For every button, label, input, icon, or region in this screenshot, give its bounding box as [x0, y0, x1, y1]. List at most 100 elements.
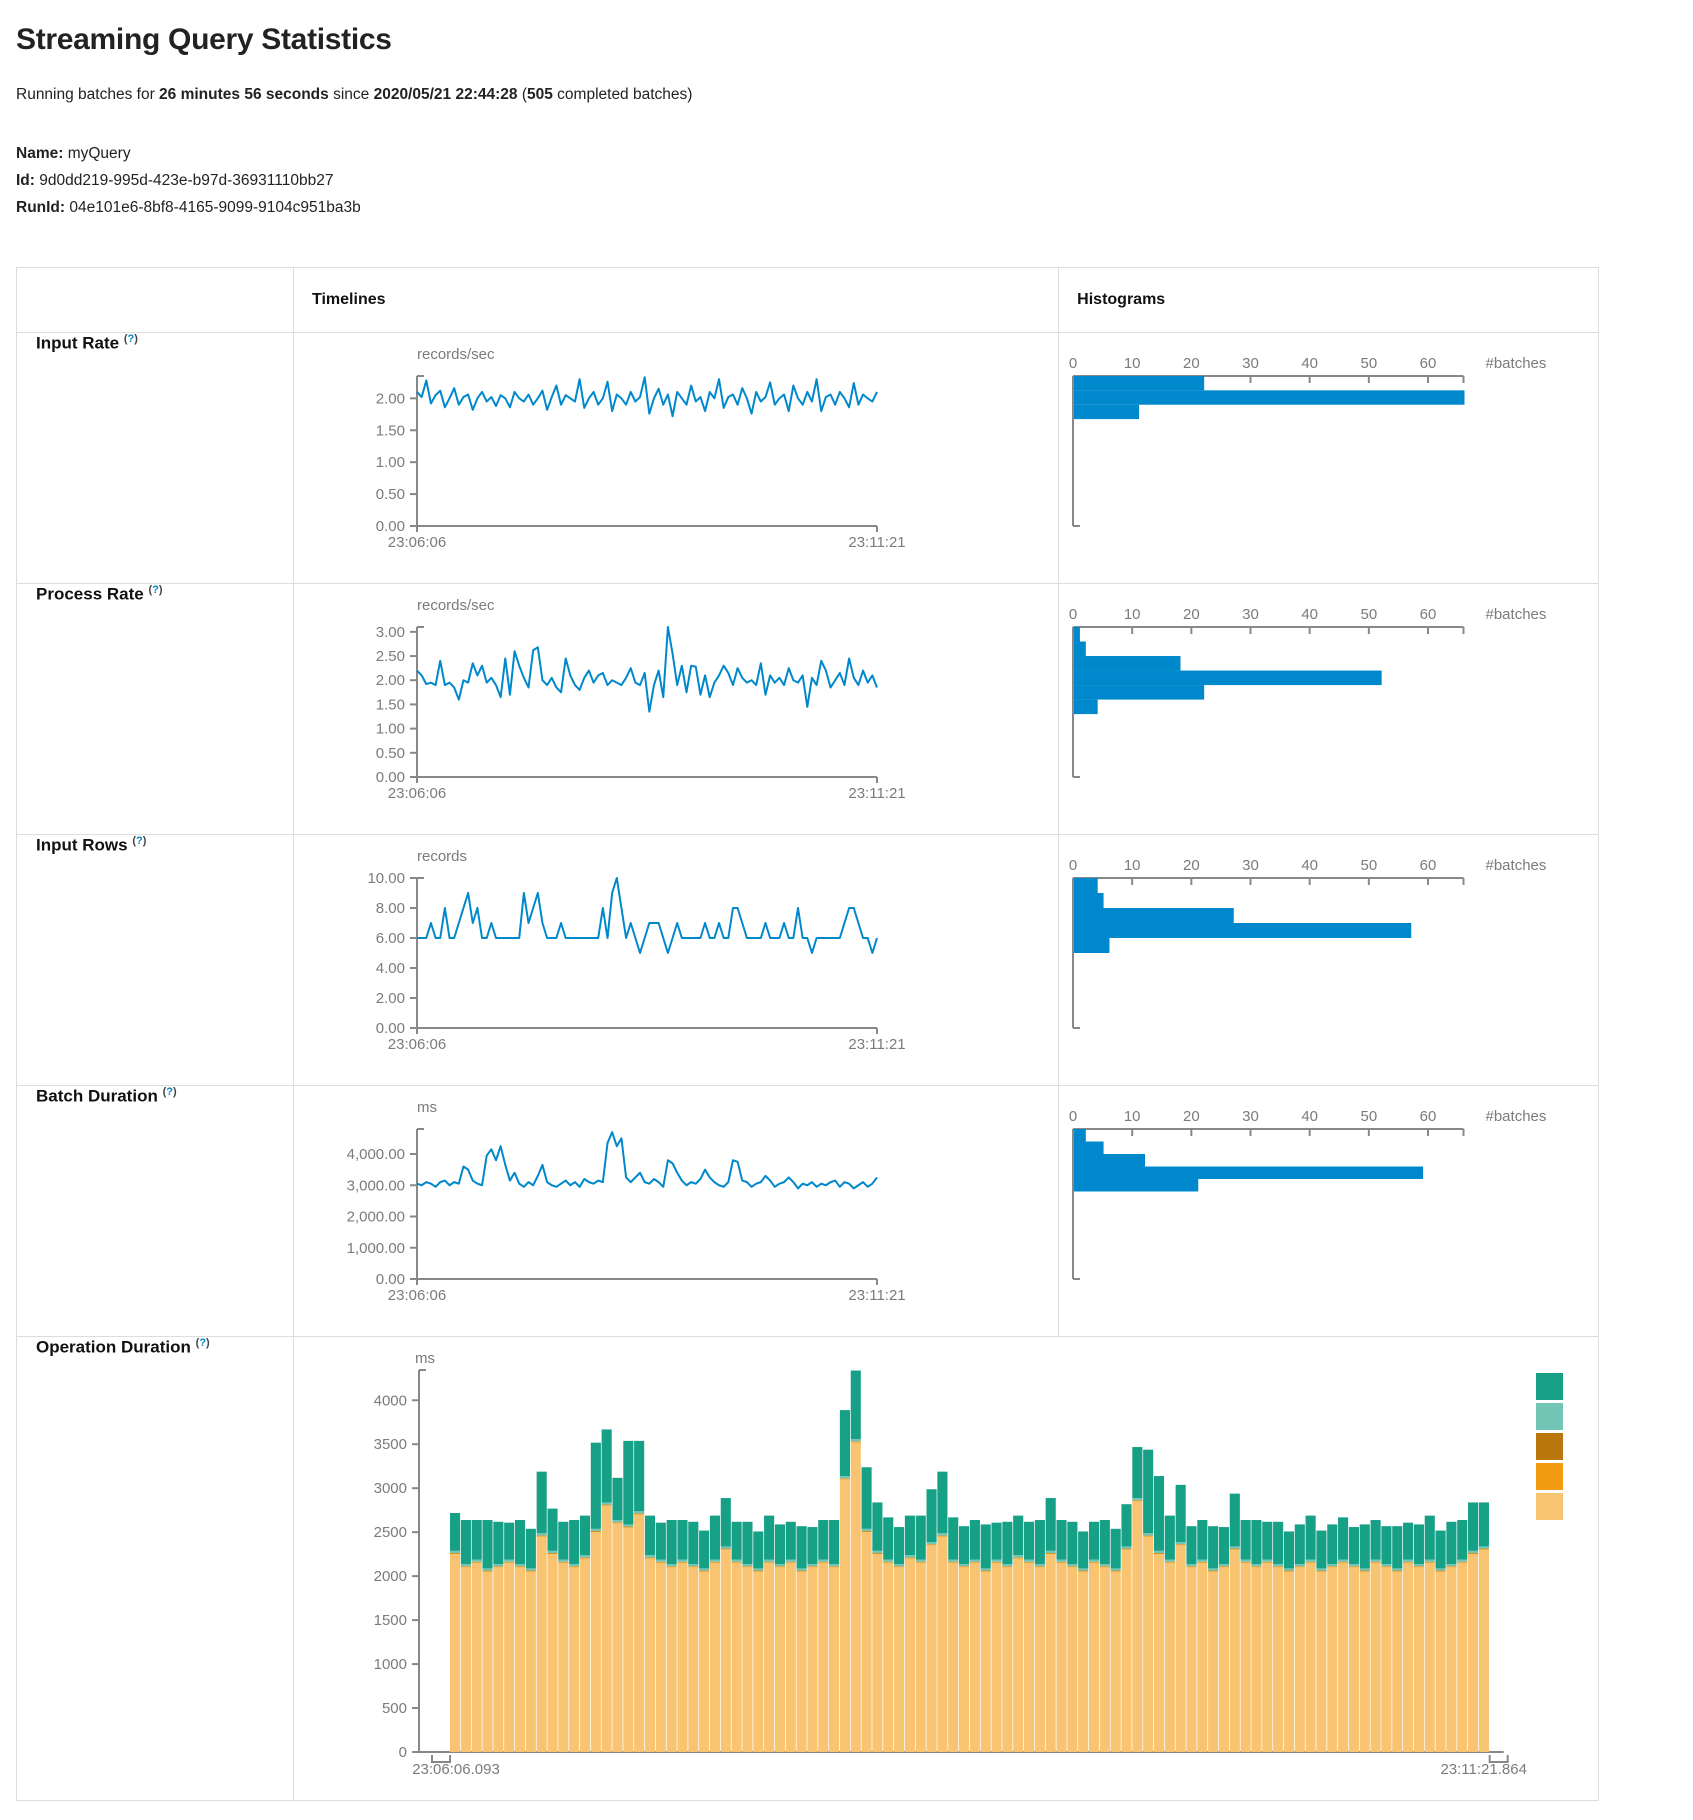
timeline-series-line	[417, 876, 878, 954]
input-rows-timeline-cell: records 0.00 2.00 4.00 6.00 8.00 10.00 23:06:06…	[292, 833, 1060, 1086]
stacked-bar-segment	[980, 1523, 991, 1568]
stacked-bar-segment	[1056, 1561, 1067, 1563]
stacked-bar-segment	[818, 1519, 829, 1560]
stacked-bar-segment	[1088, 1562, 1100, 1752]
unit-label: ms	[417, 1099, 437, 1116]
stacked-bar-segment	[634, 1514, 645, 1752]
x-axis-end-label: 23:11:21	[848, 534, 905, 551]
input-rate-histogram-cell: 0 10 20 30 40 50 60 #batches	[1058, 331, 1599, 584]
batch-duration-help-icon[interactable]: (?)	[162, 1085, 177, 1098]
tick-label: 2.00	[376, 990, 405, 1007]
stacked-bar-segment	[612, 1477, 623, 1520]
tick-label: 0.00	[376, 1020, 405, 1037]
stacked-bar-segment	[699, 1530, 710, 1568]
histogram-bar	[1074, 375, 1205, 390]
stacked-bar-segment	[1413, 1563, 1424, 1566]
stacked-bar-segment	[688, 1521, 699, 1564]
tick-label: 2000	[374, 1568, 407, 1585]
stacked-bar-segment	[926, 1541, 937, 1544]
stacked-bar-segment	[1457, 1561, 1468, 1563]
stacked-bar-segment	[796, 1570, 807, 1572]
tick-label: 60	[1420, 355, 1437, 372]
stacked-bar-segment	[839, 1409, 850, 1476]
stacked-bar-segment	[1457, 1519, 1468, 1560]
tick-label: 1.00	[376, 454, 405, 471]
input-rows-help-icon[interactable]: (?)	[132, 834, 147, 847]
stacked-bar-segment	[818, 1562, 829, 1752]
stacked-bar-segment	[514, 1519, 526, 1564]
stacked-bar-segment	[504, 1562, 515, 1752]
stacked-bar-segment	[1229, 1548, 1240, 1550]
stacked-bar-segment	[1381, 1563, 1392, 1566]
stacked-bar-segment	[644, 1557, 656, 1559]
stacked-bar-segment	[1381, 1566, 1392, 1567]
stacked-bar-segment	[1403, 1561, 1414, 1563]
process-rate-help-icon[interactable]: (?)	[148, 583, 163, 596]
stacked-bar-segment	[861, 1530, 872, 1532]
stacked-bar-segment	[1013, 1515, 1024, 1555]
operation-duration-row: Operation Duration (?) ms 0 500 1000 1500 200…	[16, 1335, 1599, 1801]
stacked-bar-segment	[471, 1519, 482, 1560]
stacked-bar-segment	[829, 1566, 840, 1567]
stacked-bar-segment	[1088, 1559, 1100, 1562]
operation-duration-help-icon[interactable]: (?)	[195, 1336, 210, 1349]
stacked-bar-segment	[1099, 1519, 1110, 1564]
tick-label: 40	[1301, 355, 1318, 372]
stacked-bar-segment	[1197, 1519, 1208, 1560]
stacked-bar-segment	[1023, 1562, 1035, 1752]
stacked-bar-segment	[1251, 1566, 1262, 1567]
stacked-bar-segment	[1023, 1521, 1035, 1560]
tick-label: 20	[1183, 857, 1200, 874]
query-meta: Name: myQuery Id: 9d0dd219-995d-423e-b97…	[16, 140, 1677, 221]
stacked-bar-segment	[666, 1566, 677, 1752]
histogram-bar	[1074, 670, 1382, 685]
tick-label: 10	[1124, 857, 1141, 874]
stacked-bar-segment	[525, 1567, 536, 1571]
tick-label: 50	[1361, 606, 1378, 623]
stacked-bar-segment	[1359, 1571, 1370, 1752]
stacked-bar-segment	[1478, 1501, 1489, 1546]
stacked-bar-segment	[1327, 1566, 1338, 1567]
stacked-bar-segment	[612, 1522, 623, 1752]
stacked-bar-segment	[1273, 1563, 1284, 1566]
stacked-bar-segment	[839, 1478, 850, 1752]
stacked-bar-segment	[1002, 1521, 1013, 1564]
stacked-bar-segment	[504, 1561, 515, 1563]
stacked-bar-segment	[1218, 1563, 1230, 1566]
input-rate-help-icon[interactable]: (?)	[123, 332, 138, 345]
stacked-bar-segment	[1262, 1521, 1273, 1560]
histogram-bar	[1074, 1166, 1424, 1179]
histogram-bar	[1074, 641, 1087, 656]
tick-label: 3,000.00	[347, 1177, 405, 1194]
tick-label: 10	[1124, 1108, 1141, 1125]
stacked-bar-segment	[1240, 1559, 1251, 1562]
stacked-bar-segment	[634, 1513, 645, 1515]
stacked-bar-segment	[742, 1563, 753, 1566]
histogram-bar	[1074, 907, 1234, 923]
stacked-bar-segment	[1294, 1566, 1305, 1752]
stacked-bar-segment	[1457, 1562, 1468, 1752]
stacked-bar-segment	[601, 1504, 612, 1506]
stacked-bar-segment	[655, 1562, 666, 1752]
stacked-bar-segment	[460, 1563, 471, 1566]
stacked-bar-segment	[1403, 1562, 1414, 1752]
stacked-bar-segment	[1078, 1567, 1089, 1571]
stacked-bar-segment	[1121, 1548, 1132, 1550]
stacked-bar-segment	[547, 1552, 558, 1554]
stacked-bar-segment	[504, 1559, 515, 1562]
stacked-bar-segment	[883, 1562, 894, 1752]
stacked-bar-segment	[883, 1516, 894, 1560]
stacked-bar-segment	[753, 1567, 764, 1571]
stacked-bar-segment	[818, 1561, 829, 1563]
tick-label: 40	[1301, 1108, 1318, 1125]
stacked-bar-segment	[677, 1519, 688, 1560]
stacked-bar-segment	[1121, 1549, 1132, 1752]
stacked-bar-segment	[1186, 1525, 1197, 1564]
stacked-bar-segment	[514, 1563, 526, 1566]
tick-label: 10.00	[367, 870, 405, 887]
stacked-bar-segment	[1013, 1558, 1024, 1752]
stacked-bar-segment	[579, 1558, 591, 1752]
stacked-bar-segment	[1164, 1559, 1175, 1562]
tick-label: 10	[1124, 355, 1141, 372]
stacked-bar-segment	[1110, 1528, 1121, 1568]
